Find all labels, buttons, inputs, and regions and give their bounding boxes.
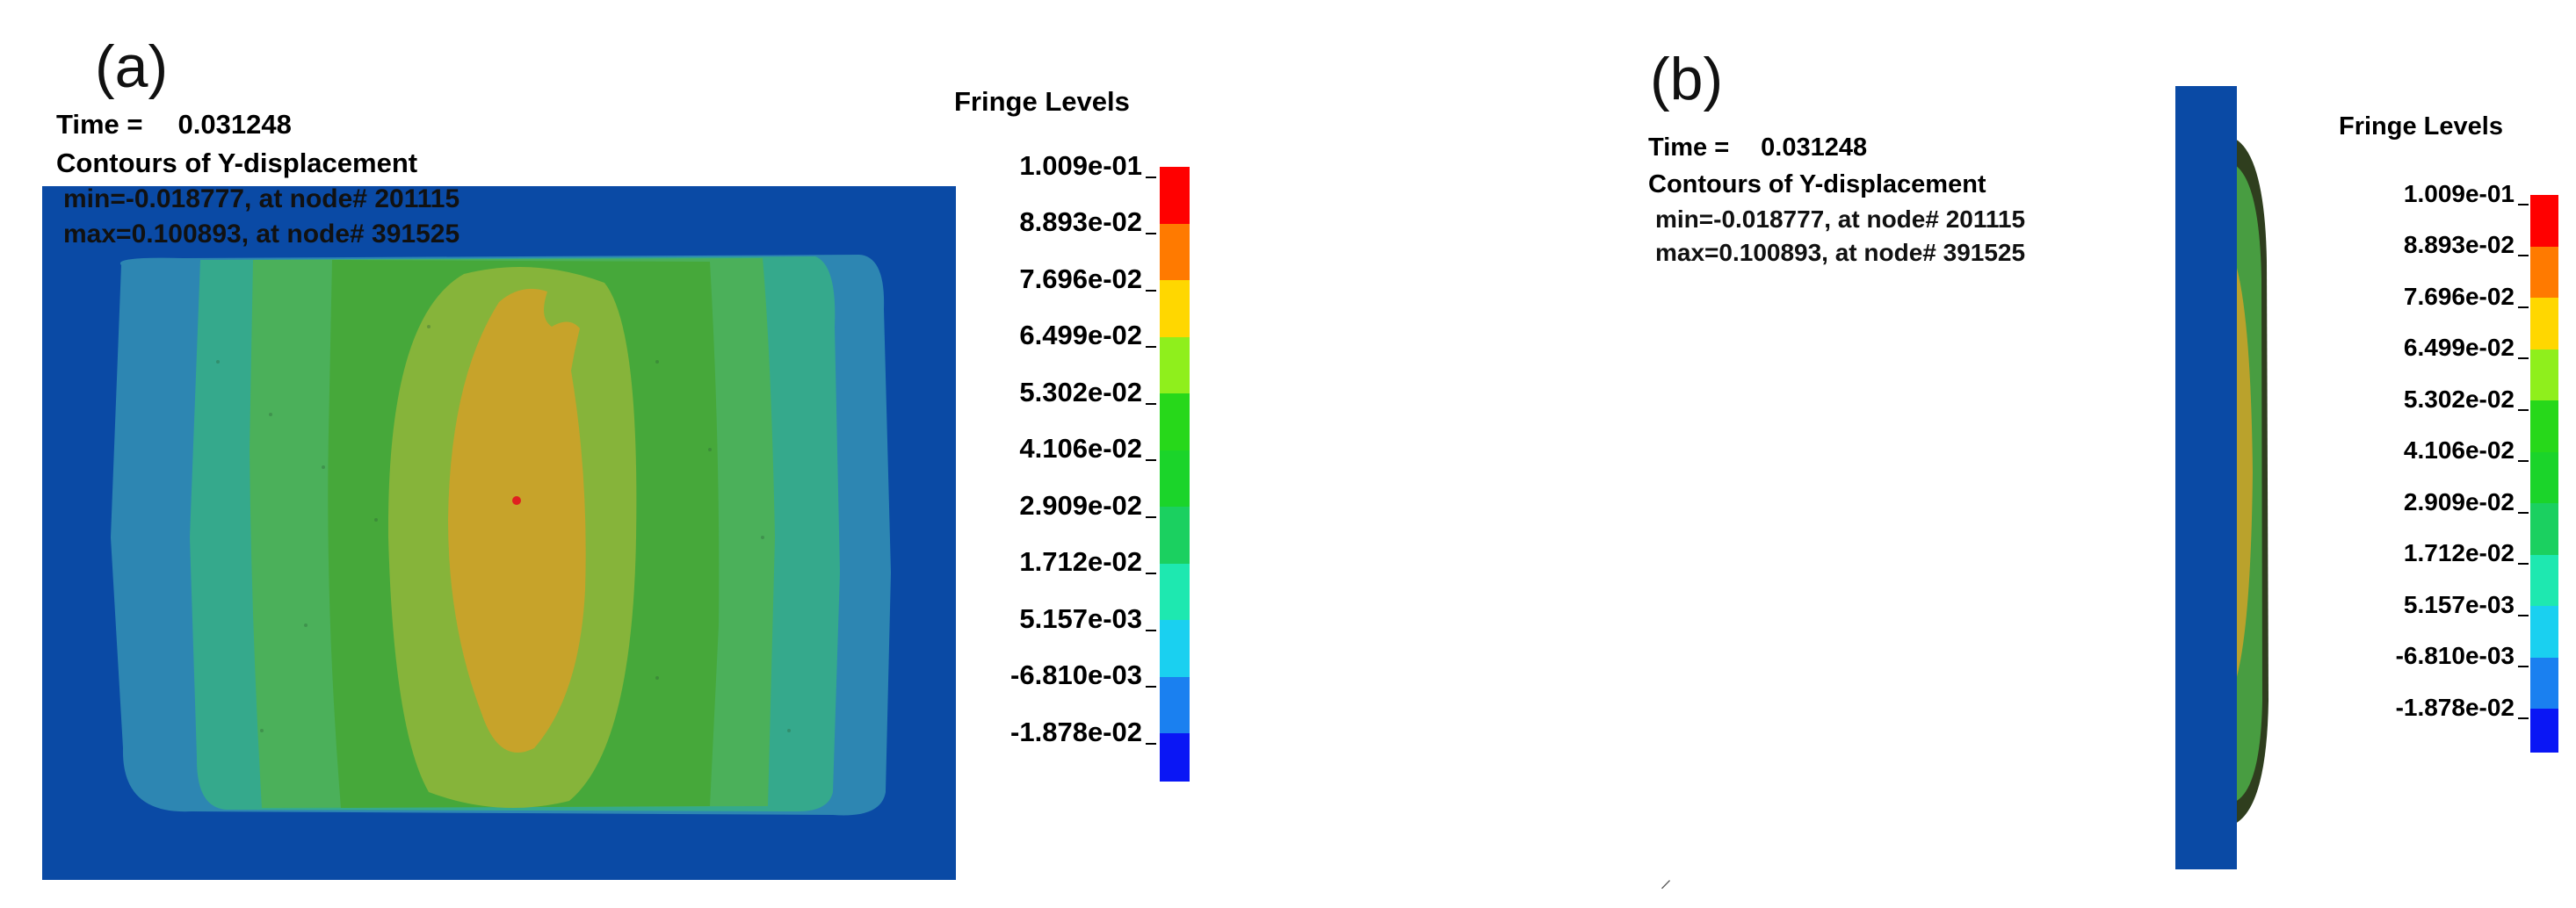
panel-label-b: (b) [1650, 46, 1724, 112]
legend-tick-a [1146, 402, 1156, 405]
max-info-a: max=0.100893, at node# 391525 [63, 220, 460, 249]
legend-swatch-a [1160, 563, 1190, 620]
time-label-a: Time = 0.031248 [56, 111, 292, 138]
legend-value-b: 1.712e-02 [2403, 539, 2514, 567]
legend-swatch-a [1160, 620, 1190, 677]
panel-a: (a) Time = 0.031248 Contours of Y-displac… [42, 33, 1190, 880]
legend-tick-b [2518, 357, 2529, 360]
legend-swatch-b [2530, 554, 2558, 606]
legend-swatch-b [2530, 709, 2558, 753]
legend-tick-a [1146, 515, 1156, 518]
model-side-view [2175, 86, 2268, 869]
min-info-a: min=-0.018777, at node# 201115 [63, 184, 460, 213]
legend-swatch-b [2530, 349, 2558, 400]
legend-tick-b [2518, 460, 2529, 463]
legend-value-b: 8.893e-02 [2403, 231, 2514, 259]
legend-value-b: 1.009e-01 [2403, 179, 2514, 207]
model-front-view [42, 186, 956, 880]
legend-tick-b [2518, 255, 2529, 257]
legend-swatch-b [2530, 657, 2558, 709]
legend-title-a: Fringe Levels [954, 86, 1130, 117]
legend-tick-a [1146, 233, 1156, 235]
time-label-a-text: Time = [56, 109, 143, 140]
legend-tick-a [1146, 686, 1156, 688]
legend-tick-a [1146, 176, 1156, 178]
time-label-b-text: Time = [1648, 133, 1730, 162]
legend-value-b: -6.810e-03 [2395, 642, 2514, 670]
side-plate [2175, 86, 2237, 869]
legend-swatch-a [1160, 450, 1190, 507]
panel-label-a: (a) [95, 33, 169, 100]
legend-tick-b [2518, 511, 2529, 514]
side-bulge-peak [2235, 262, 2253, 683]
legend-swatch-a [1160, 733, 1190, 782]
legend-swatch-b [2530, 246, 2558, 298]
legend-value-a: 6.499e-02 [1019, 320, 1142, 351]
legend-tick-a [1146, 629, 1156, 631]
legend-value-b: 4.106e-02 [2403, 436, 2514, 465]
legend-value-a: 8.893e-02 [1019, 206, 1142, 238]
legend-tick-a [1146, 742, 1156, 745]
mesh-dots [216, 325, 791, 732]
legend-tick-b [2518, 717, 2529, 719]
min-info-b: min=-0.018777, at node# 201115 [1655, 205, 2026, 233]
legend-tick-b [2518, 563, 2529, 566]
legend-value-a: -1.878e-02 [1010, 716, 1142, 747]
legend-swatch-a [1160, 280, 1190, 337]
legend-tick-a [1146, 573, 1156, 575]
legend-tick-b [2518, 306, 2529, 308]
max-info-b: max=0.100893, at node# 391525 [1655, 239, 2026, 266]
legend-title-b: Fringe Levels [2339, 112, 2503, 141]
legend-swatch-b [2530, 503, 2558, 555]
legend-tick-a [1146, 289, 1156, 292]
legend-tick-b [2518, 614, 2529, 616]
time-value-b: 0.031248 [1761, 133, 1868, 162]
peak-node [512, 496, 521, 505]
legend-value-a: 2.909e-02 [1019, 489, 1142, 521]
panel-b: (b) Time = 0.031248 Contours of Y-displac… [1288, 0, 2576, 908]
legend-value-a: 5.157e-03 [1019, 602, 1142, 634]
legend-value-b: -1.878e-02 [2395, 693, 2514, 721]
legend-value-b: 5.302e-02 [2403, 385, 2514, 413]
legend-tick-a [1146, 346, 1156, 349]
legend-value-a: -6.810e-03 [1010, 659, 1142, 691]
legend-swatch-a [1160, 167, 1190, 224]
time-label-b: Time = 0.031248 [1648, 135, 1867, 161]
legend-swatch-a [1160, 223, 1190, 280]
legend-tick-b [2518, 203, 2529, 205]
legend-swatch-a [1160, 393, 1190, 450]
legend-value-b: 7.696e-02 [2403, 282, 2514, 310]
legend-value-a: 7.696e-02 [1019, 263, 1142, 294]
legend-tick-b [2518, 408, 2529, 411]
contour-peak [448, 288, 586, 753]
legend-swatch-b [2530, 195, 2558, 247]
legend-tick-b [2518, 666, 2529, 668]
legend-value-b: 5.157e-03 [2403, 590, 2514, 618]
legend-value-a: 4.106e-02 [1019, 433, 1142, 465]
legend-swatch-a [1160, 507, 1190, 564]
legend-swatch-b [2530, 298, 2558, 350]
legend-swatch-b [2530, 400, 2558, 452]
legend-swatch-b [2530, 606, 2558, 658]
legend-swatch-a [1160, 676, 1190, 733]
legend-swatch-b [2530, 451, 2558, 503]
time-value-a: 0.031248 [177, 109, 292, 140]
legend-value-b: 6.499e-02 [2403, 334, 2514, 362]
legend-value-b: 2.909e-02 [2403, 487, 2514, 515]
legend-swatch-a [1160, 336, 1190, 393]
legend-tick-a [1146, 459, 1156, 462]
contour-title-a: Contours of Y-displacement [56, 148, 418, 178]
legend-value-a: 1.712e-02 [1019, 546, 1142, 578]
legend-value-a: 5.302e-02 [1019, 376, 1142, 407]
contour-title-b: Contours of Y-displacement [1648, 170, 1986, 198]
legend-value-a: 1.009e-01 [1019, 149, 1142, 181]
